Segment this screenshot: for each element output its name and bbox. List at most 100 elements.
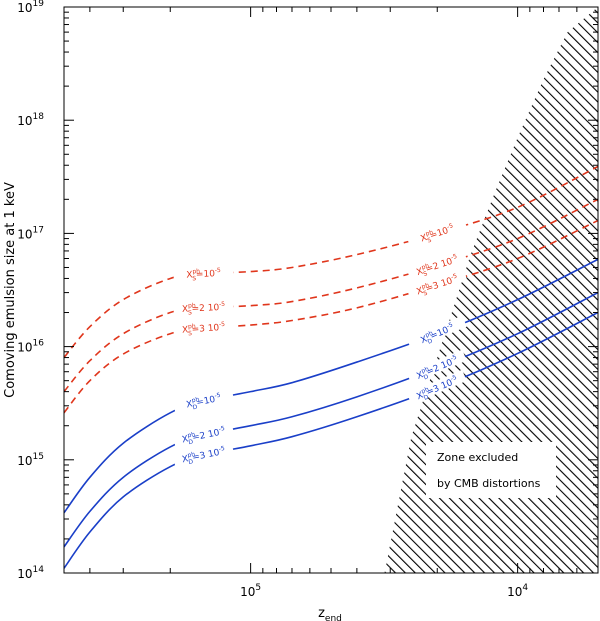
label-exp: -5	[450, 354, 458, 363]
label-sub: S	[423, 270, 429, 278]
label-rest: =3 10	[191, 323, 219, 335]
label-sub: D	[423, 373, 430, 381]
curve-label-S_red_1-0: XphS=10-5	[173, 265, 234, 283]
y-tick-label: 1019	[17, 0, 44, 15]
x-axis-title: zend	[318, 606, 342, 621]
y-tick-label: 1016	[17, 339, 44, 355]
y-axis-title: Comoving emulsion size at 1 keV	[3, 182, 18, 398]
label-sup: ph	[188, 302, 196, 309]
excluded-zone-legend-box	[426, 442, 556, 498]
label-main: X	[415, 391, 425, 403]
curve-label-S_red_3-0: XphS=3 10-5	[173, 319, 234, 338]
y-tick-label: 1015	[17, 452, 44, 468]
label-sup: ph	[425, 229, 435, 238]
label-exp: -5	[450, 253, 458, 262]
label-main: X	[419, 335, 429, 347]
curve-label-D_blue_3-0: XphD=3 10-5	[172, 442, 234, 466]
x-axis-title-sub: end	[325, 614, 342, 621]
curve-label-bg	[406, 315, 467, 351]
label-sub: S	[423, 290, 429, 298]
curve-label-bg	[406, 349, 467, 385]
excluded-zone-label-line1: Zone excluded	[437, 451, 518, 464]
curve-label-bg	[406, 249, 468, 280]
label-main: X	[186, 270, 193, 280]
label-sup: ph	[420, 386, 430, 396]
curve-label-bg	[406, 217, 468, 248]
label-sub: D	[188, 438, 194, 446]
label-sub: D	[192, 403, 198, 411]
label-main: X	[182, 305, 189, 315]
series-line-D_blue_1	[64, 258, 598, 514]
label-exp: -5	[446, 321, 454, 330]
label-sup: ph	[187, 431, 196, 439]
curve-label-text: XphS=3 10-5	[182, 321, 226, 338]
label-main: X	[185, 399, 193, 410]
label-exp: -5	[218, 425, 225, 433]
label-rest: =10	[196, 269, 216, 280]
y-tick-label: 1017	[17, 225, 44, 241]
series-line-S_red_3	[64, 219, 598, 414]
label-main: X	[181, 434, 189, 445]
label-sub: S	[188, 330, 192, 337]
label-sub: D	[423, 393, 430, 401]
label-sup: ph	[421, 282, 431, 291]
curve-label-bg	[173, 299, 234, 315]
label-sub: S	[427, 237, 433, 245]
label-exp: -5	[219, 321, 226, 328]
label-sup: ph	[187, 451, 196, 459]
curve-label-bg	[172, 388, 234, 412]
series-line-D_blue_3	[64, 311, 598, 569]
label-rest: =2 10	[191, 303, 219, 314]
label-main: X	[181, 454, 189, 465]
label-sup: ph	[421, 262, 431, 271]
curve-label-bg	[173, 319, 234, 336]
label-sub: S	[192, 275, 196, 282]
label-main: X	[415, 286, 424, 297]
y-tick-label: 1018	[17, 112, 44, 128]
label-exp: -5	[214, 392, 221, 400]
label-main: X	[415, 370, 425, 382]
label-sub: D	[427, 337, 434, 345]
curve-label-bg	[406, 268, 468, 300]
label-sup: ph	[188, 323, 196, 331]
label-main: X	[182, 325, 189, 335]
curve-label-text: XphS=10-5	[186, 267, 221, 283]
curve-label-S_red_2-0: XphS=2 10-5	[173, 299, 234, 317]
label-sup: ph	[424, 330, 434, 339]
series-layer	[64, 165, 598, 569]
series-line-S_red_1	[64, 165, 598, 359]
curve-label-bg	[172, 422, 234, 447]
series-line-S_red_2	[64, 198, 598, 393]
x-tick-label: 104	[507, 583, 528, 599]
y-tick-label: 1014	[17, 565, 44, 581]
curve-label-S_red_1-1: XphS=10-5	[406, 217, 468, 248]
label-sub: S	[188, 309, 192, 316]
label-rest: =10	[196, 395, 217, 409]
series-line-D_blue_2	[64, 291, 598, 548]
label-exp: -5	[215, 267, 221, 274]
label-exp: -5	[450, 272, 458, 281]
label-sup: ph	[192, 268, 200, 275]
tick-layer: 1014 1015 1016 1017 1018 1019 105 104	[17, 0, 599, 599]
x-tick-label: 105	[240, 583, 261, 599]
curve-label-bg	[172, 442, 234, 466]
excluded-zone-legend: Zone excluded by CMB distortions	[426, 442, 556, 498]
label-exp: -5	[450, 374, 458, 383]
x-axis-title-main: z	[318, 606, 325, 621]
label-main: X	[420, 233, 429, 244]
curve-label-D_blue_1-0: XphD=10-5	[172, 388, 234, 413]
label-exp: -5	[218, 445, 225, 453]
excluded-zone-label-line2: by CMB distortions	[437, 477, 541, 490]
label-sup: ph	[420, 365, 430, 374]
curve-label-text: XphS=2 10-5	[182, 301, 226, 317]
curve-label-bg	[406, 369, 467, 405]
label-sup: ph	[191, 396, 200, 404]
label-exp: -5	[219, 301, 225, 308]
excluded-zone-layer	[384, 7, 598, 573]
curve-label-bg	[173, 265, 234, 281]
curve-label-text: XphD=10-5	[185, 392, 223, 413]
excluded-zone-hatch	[384, 7, 598, 573]
label-main: X	[415, 267, 424, 278]
